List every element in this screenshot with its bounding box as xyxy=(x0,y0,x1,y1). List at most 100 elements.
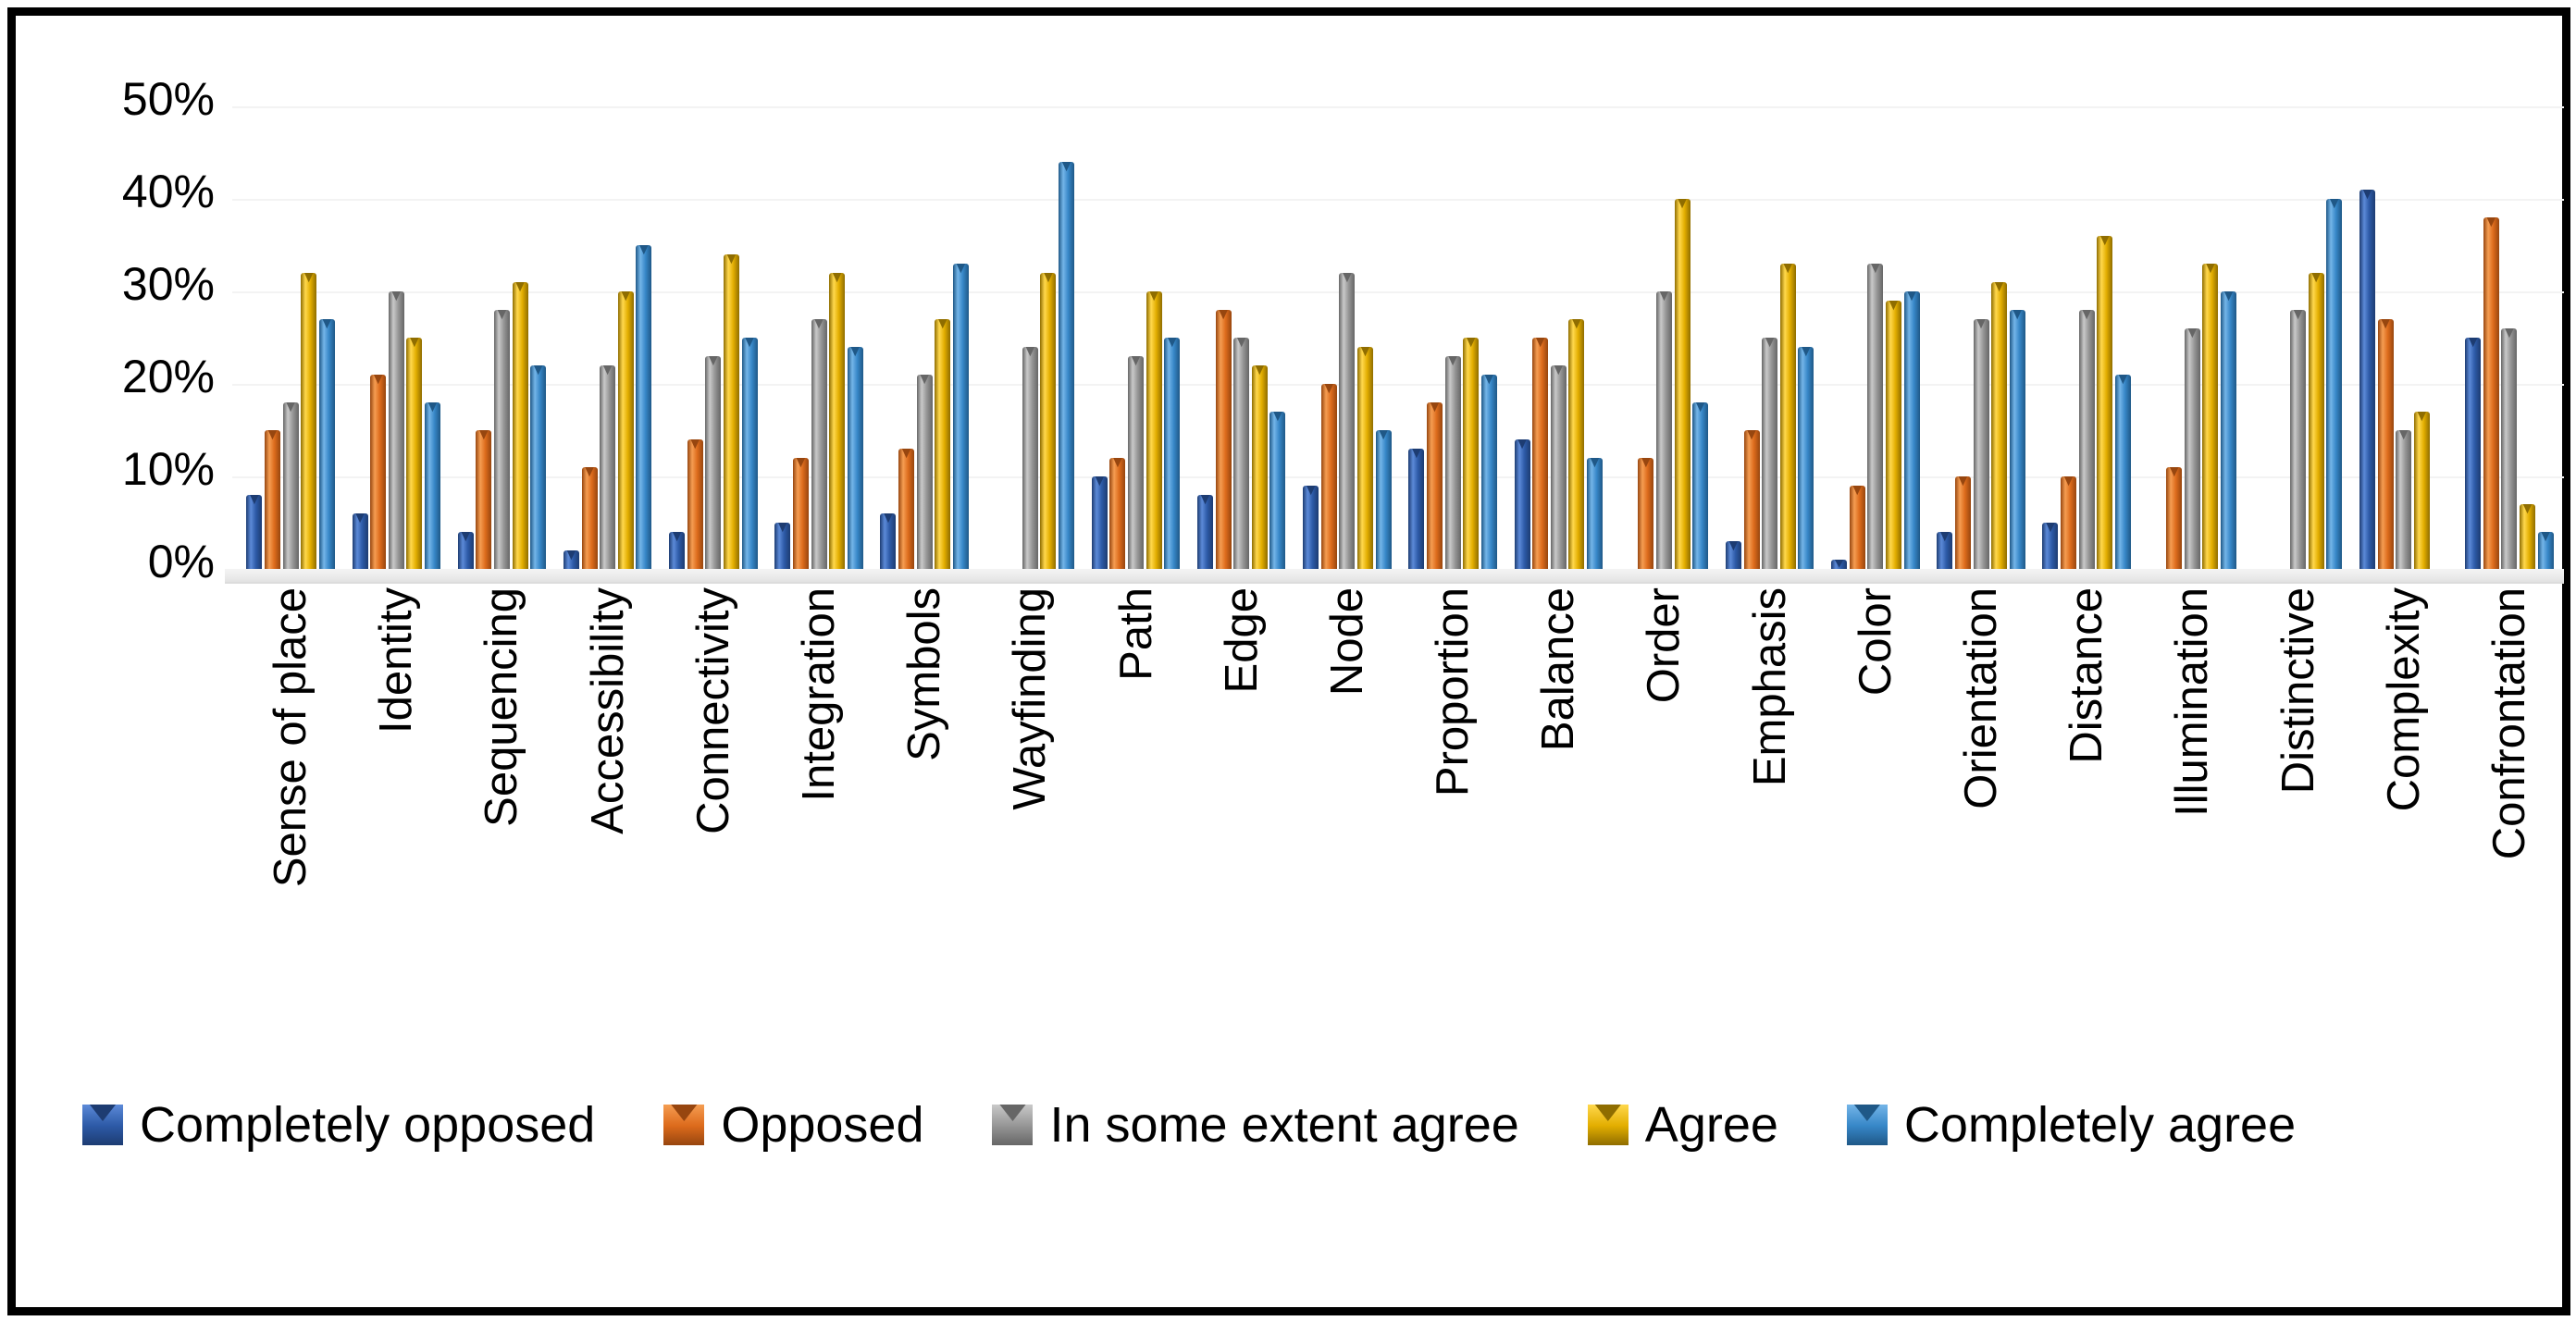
bar-cap xyxy=(1061,162,1071,172)
bar-cap xyxy=(1412,449,1421,459)
gridline-50 xyxy=(232,106,2564,108)
legend-swatch-notch xyxy=(671,1105,698,1121)
bar-cap xyxy=(1113,458,1122,468)
legend-item-completely-opposed: Completely opposed xyxy=(82,1096,595,1154)
bar-opposed-distance xyxy=(2061,476,2077,574)
bar-cap xyxy=(2118,375,2128,385)
bar-cap xyxy=(778,523,787,533)
bar-cap xyxy=(1535,338,1545,348)
bar-cap xyxy=(461,532,471,542)
bar-cap xyxy=(672,532,682,542)
bar-cap xyxy=(2541,532,2550,542)
bar-cap xyxy=(1940,532,1950,542)
bar-completely-agree-connectivity xyxy=(741,338,758,574)
bar-completely-agree-sequencing xyxy=(530,365,547,574)
bar-cap xyxy=(1728,541,1739,551)
bar-agree-illumination xyxy=(2202,264,2219,574)
legend-swatch xyxy=(992,1105,1034,1145)
chart-floor xyxy=(225,569,2564,584)
bar-cap xyxy=(1678,199,1687,209)
bar-opposed-orientation xyxy=(1954,476,1971,574)
bar-cap xyxy=(1554,365,1564,376)
bar-agree-sense-of-place xyxy=(301,273,317,574)
bar-in-some-extent-agree-proportion xyxy=(1444,356,1461,574)
legend-label: Completely opposed xyxy=(140,1097,596,1153)
x-axis-label-illumination: Illumination xyxy=(2167,587,2218,817)
bar-in-some-extent-agree-sense-of-place xyxy=(282,402,299,574)
bar-cap xyxy=(515,282,525,292)
bar-cap xyxy=(2063,476,2074,487)
bar-opposed-complexity xyxy=(2377,319,2394,574)
bar-completely-opposed-accessibility xyxy=(563,550,579,574)
x-axis-label-sequencing: Sequencing xyxy=(477,587,527,827)
bar-opposed-confrontation xyxy=(2483,217,2499,574)
y-tick-label: 50% xyxy=(121,73,215,125)
bar-cap xyxy=(1958,476,1968,487)
bar-cap xyxy=(1976,319,1986,329)
bar-cap xyxy=(602,365,613,376)
bar-cap xyxy=(2100,236,2110,246)
bar-completely-agree-path xyxy=(1164,338,1181,574)
bar-opposed-balance xyxy=(1532,338,1549,574)
bar-cap xyxy=(533,365,543,376)
bar-opposed-integration xyxy=(792,458,809,574)
bar-cap xyxy=(2223,291,2234,302)
bar-agree-path xyxy=(1146,291,1162,574)
bar-cap xyxy=(2082,310,2091,320)
bar-agree-proportion xyxy=(1463,338,1480,574)
bar-cap xyxy=(621,291,630,302)
bar-in-some-extent-agree-connectivity xyxy=(705,356,722,574)
bar-in-some-extent-agree-accessibility xyxy=(600,365,616,574)
bar-cap xyxy=(1273,412,1282,422)
bar-cap xyxy=(2522,504,2533,514)
bar-cap xyxy=(250,495,259,505)
legend-item-in-some-extent-agree: In some extent agree xyxy=(992,1096,1519,1154)
x-axis-label-wayfinding: Wayfinding xyxy=(1005,587,1056,810)
bar-completely-opposed-complexity xyxy=(2359,190,2376,574)
bar-in-some-extent-agree-confrontation xyxy=(2501,328,2518,574)
x-axis-label-complexity: Complexity xyxy=(2378,587,2429,812)
x-axis-label-confrontation: Confrontation xyxy=(2483,587,2534,860)
bar-cap xyxy=(709,356,718,366)
bar-cap xyxy=(1765,338,1775,348)
bar-completely-agree-wayfinding xyxy=(1059,162,1075,574)
bar-cap xyxy=(1466,338,1476,348)
gridline-40 xyxy=(232,199,2564,201)
bar-agree-identity xyxy=(406,338,423,574)
bar-cap xyxy=(2187,328,2198,339)
bar-in-some-extent-agree-orientation xyxy=(1973,319,1989,574)
bar-cap xyxy=(2362,190,2372,200)
bar-completely-agree-distinctive xyxy=(2326,199,2343,574)
x-axis-label-balance: Balance xyxy=(1533,587,1584,752)
legend-swatch xyxy=(663,1105,705,1145)
legend-swatch-notch xyxy=(999,1105,1026,1121)
bar-in-some-extent-agree-integration xyxy=(811,319,827,574)
bar-in-some-extent-agree-distinctive xyxy=(2290,310,2307,574)
bar-cap xyxy=(1783,264,1792,274)
x-axis-label-symbols: Symbols xyxy=(899,587,950,761)
bar-cap xyxy=(2505,328,2514,339)
bar-cap xyxy=(267,430,278,440)
plot-area xyxy=(232,97,2564,574)
bar-completely-agree-accessibility xyxy=(636,245,652,574)
bar-cap xyxy=(373,375,383,385)
y-tick-label: 0% xyxy=(147,536,215,587)
bar-completely-agree-orientation xyxy=(2009,310,2025,574)
bar-cap xyxy=(2398,430,2409,440)
bar-cap xyxy=(2169,467,2179,477)
bar-cap xyxy=(1659,291,1669,302)
bar-cap xyxy=(1834,560,1844,568)
bar-cap xyxy=(884,513,893,524)
bar-agree-sequencing xyxy=(512,282,528,574)
bar-in-some-extent-agree-path xyxy=(1128,356,1145,574)
x-axis-label-sense-of-place: Sense of place xyxy=(266,587,316,888)
bar-in-some-extent-agree-illumination xyxy=(2184,328,2200,574)
bar-agree-node xyxy=(1357,347,1373,574)
bar-cap xyxy=(391,291,402,302)
bar-in-some-extent-agree-sequencing xyxy=(493,310,510,574)
bar-opposed-order xyxy=(1638,458,1654,574)
bar-cap xyxy=(814,319,824,329)
bar-completely-opposed-node xyxy=(1303,486,1319,574)
bar-cap xyxy=(2468,338,2478,348)
legend-swatch xyxy=(1587,1105,1629,1145)
